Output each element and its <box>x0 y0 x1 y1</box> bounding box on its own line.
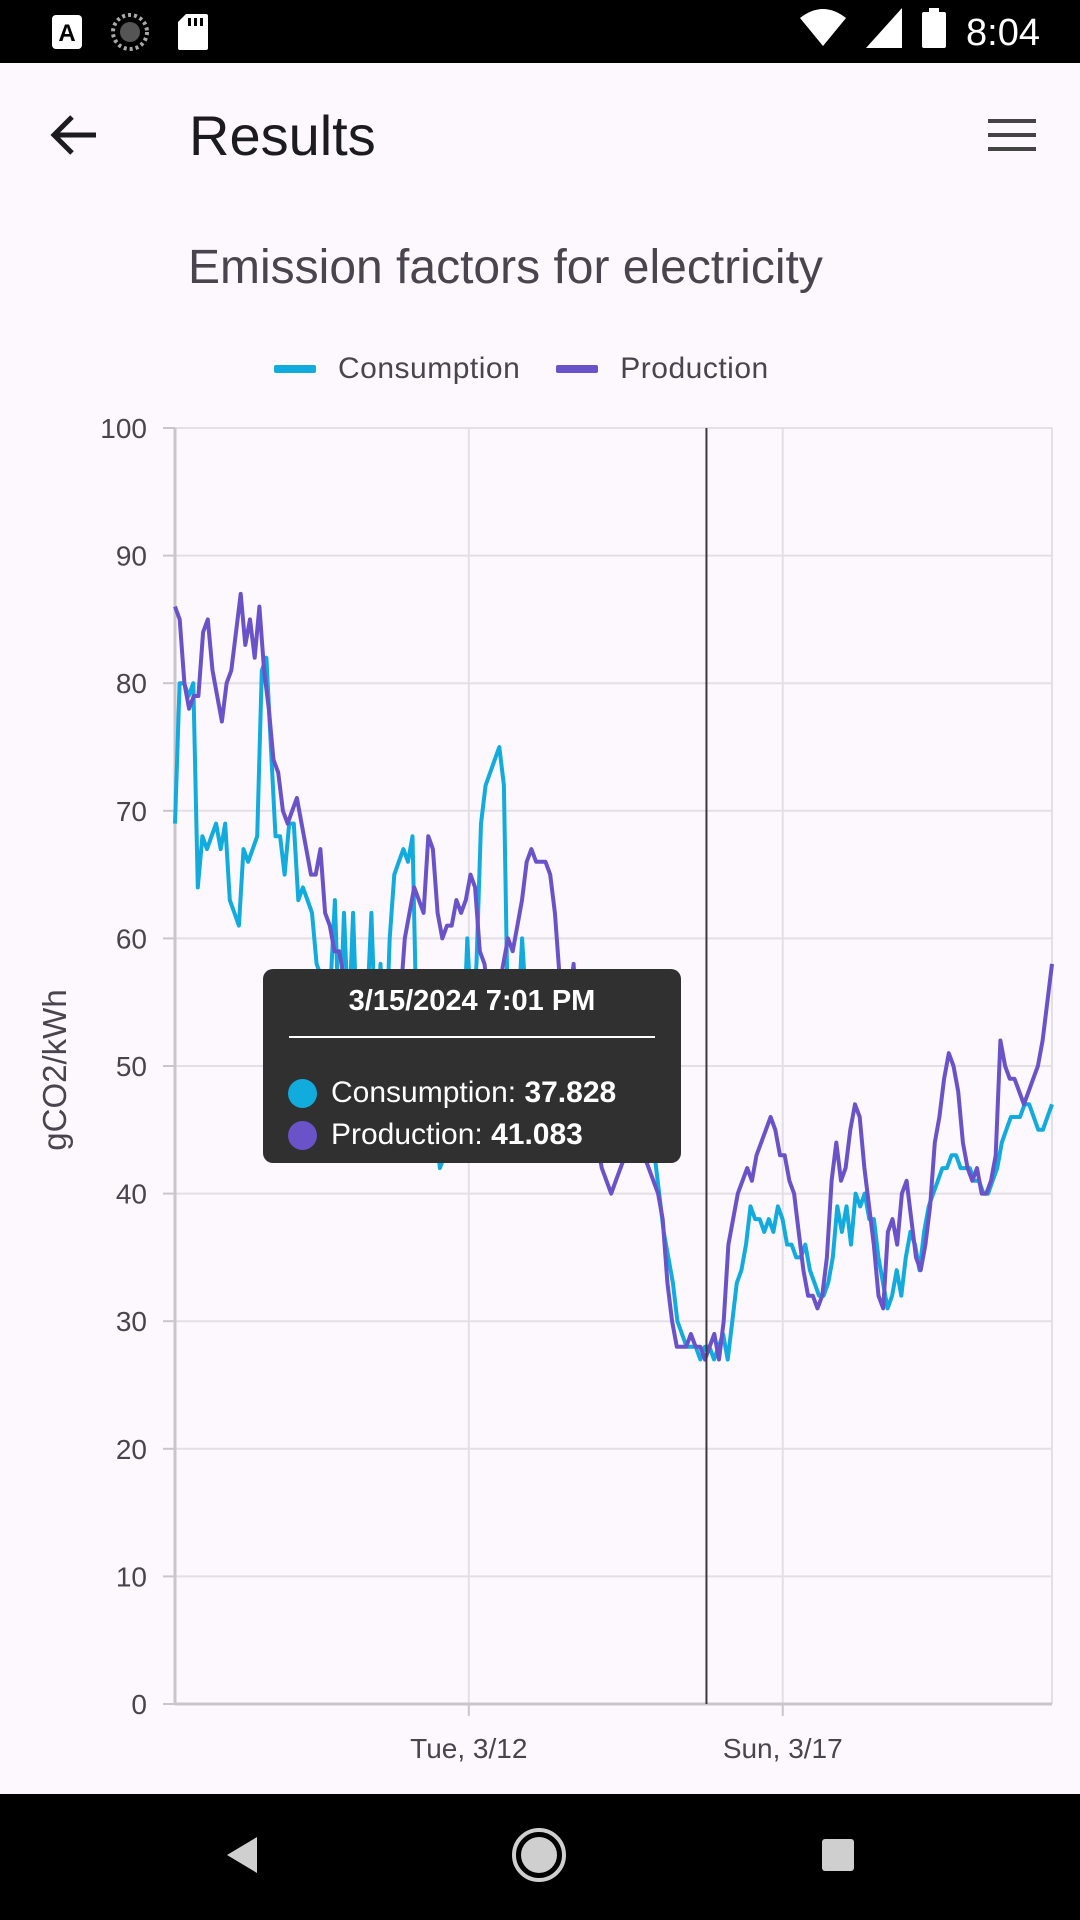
y-tick-label: 70 <box>116 796 147 827</box>
wifi-icon <box>800 8 847 58</box>
svg-text:A: A <box>58 20 75 47</box>
menu-button[interactable] <box>974 99 1050 175</box>
legend-item-consumption[interactable]: Consumption <box>274 352 520 386</box>
series-line-production <box>173 591 1054 1362</box>
x-tick-label: Tue, 3/12 <box>410 1733 527 1764</box>
home-circle-icon <box>511 1827 567 1888</box>
y-tick-label: 90 <box>116 541 147 572</box>
tooltip-divider <box>289 1036 655 1038</box>
emission-line-chart[interactable]: 0 10 20 30 40 50 60 70 80 90 100 Tue, 3/12 Sun, 3/17… <box>0 400 1080 1780</box>
legend-item-production[interactable]: Production <box>556 352 768 386</box>
y-axis-label: gCO2/kWh <box>36 989 73 1150</box>
tooltip-value-production: 41.083 <box>491 1118 583 1151</box>
nav-home-button[interactable] <box>506 1824 572 1890</box>
sd-card-icon <box>178 14 208 55</box>
legend-label-production: Production <box>620 352 769 385</box>
legend-swatch-production <box>556 365 599 373</box>
nav-back-button[interactable] <box>208 1824 274 1890</box>
tooltip-label-consumption: Consumption: <box>331 1076 525 1109</box>
tooltip-row-production: Production: 41.083 <box>288 1118 583 1152</box>
clock: 8:04 <box>966 11 1040 54</box>
y-tick-label: 50 <box>116 1051 147 1082</box>
y-tick-label: 40 <box>116 1179 147 1210</box>
battery-icon <box>922 8 947 58</box>
nav-recents-button[interactable] <box>805 1824 871 1890</box>
y-tick-label: 60 <box>116 923 147 954</box>
tooltip-label-production: Production: <box>331 1118 492 1151</box>
legend-swatch-consumption <box>274 365 316 373</box>
tooltip-row-consumption: Consumption: 37.828 <box>288 1076 616 1110</box>
chart-title: Emission factors for electricity <box>188 241 823 294</box>
navigation-bar <box>0 1794 1080 1920</box>
legend-label-consumption: Consumption <box>338 352 521 385</box>
tooltip-value-consumption: 37.828 <box>524 1076 617 1109</box>
recents-square-icon <box>820 1837 856 1878</box>
y-tick-label: 10 <box>116 1561 147 1592</box>
chart-tooltip: 3/15/2024 7:01 PM Consumption: 37.828 Pr… <box>263 969 681 1163</box>
y-tick-label: 20 <box>116 1434 147 1465</box>
tooltip-dot-consumption <box>288 1078 317 1108</box>
signal-icon <box>866 8 903 58</box>
hamburger-menu-icon <box>988 117 1036 158</box>
tooltip-dot-production <box>288 1120 317 1150</box>
page-title: Results <box>189 104 376 167</box>
back-button[interactable] <box>40 103 108 171</box>
chart-legend: Consumption Production <box>274 352 769 386</box>
y-tick-label: 100 <box>100 413 147 444</box>
y-tick-label: 0 <box>131 1689 147 1720</box>
sync-icon <box>110 12 150 57</box>
arrow-back-icon <box>50 113 98 162</box>
status-bar: A 8:04 <box>0 0 1080 63</box>
x-tick-label: Sun, 3/17 <box>723 1733 843 1764</box>
y-tick-label: 80 <box>116 668 147 699</box>
accessibility-icon: A <box>52 15 82 54</box>
tooltip-title: 3/15/2024 7:01 PM <box>348 985 596 1017</box>
y-tick-label: 30 <box>116 1306 147 1337</box>
back-triangle-icon <box>223 1835 259 1880</box>
app-bar: Results <box>0 63 1080 209</box>
